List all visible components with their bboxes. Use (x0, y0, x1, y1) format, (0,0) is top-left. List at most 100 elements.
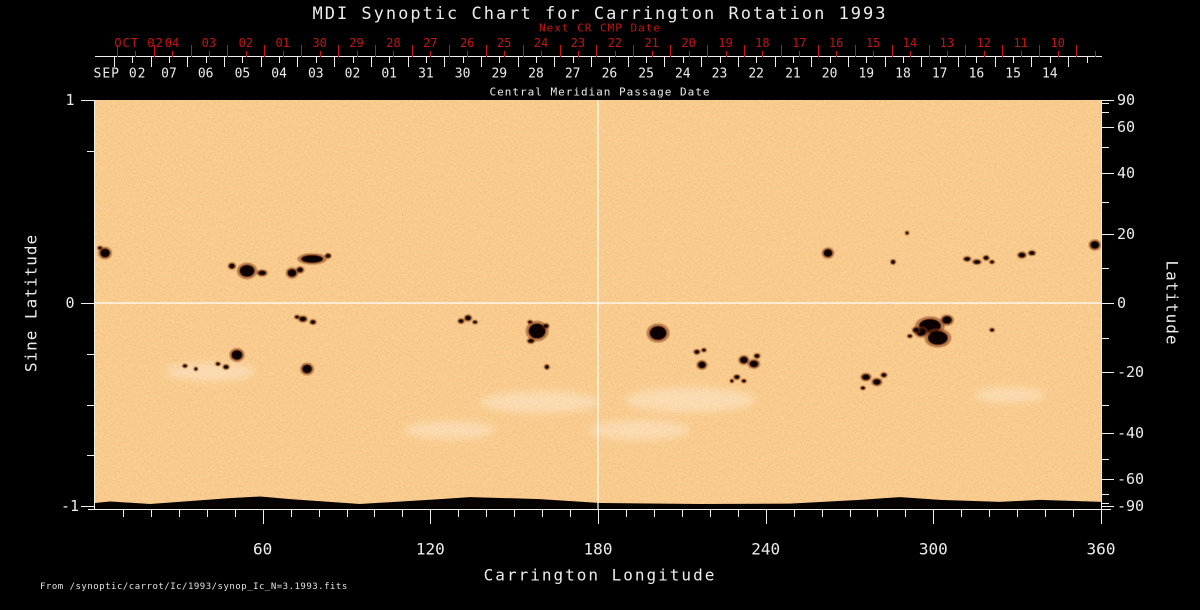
next-cr-minor-tick (688, 51, 690, 57)
south-polar-band (95, 496, 1101, 509)
cmp-minor-tick (719, 57, 721, 63)
next-cr-date-label: 30 (312, 36, 327, 50)
next-cr-major-tick (596, 45, 598, 57)
next-cr-date-label: 02 (238, 36, 254, 50)
latitude-minor-tick (1101, 103, 1109, 105)
longitude-minor-tick (122, 509, 124, 517)
longitude-minor-tick (793, 509, 795, 517)
sunspot-umbra (239, 264, 255, 277)
longitude-minor-tick (625, 509, 627, 517)
cmp-major-tick (334, 57, 336, 67)
cmp-major-tick (774, 57, 776, 67)
cmp-date-label: 29 (491, 66, 508, 82)
latitude-major-tick (1101, 478, 1114, 480)
cmp-minor-tick (976, 57, 978, 63)
latitude-tick-label: 0 (1117, 294, 1127, 312)
longitude-major-tick (765, 509, 767, 524)
longitude-major-tick (598, 509, 599, 524)
sunspot-umbra (927, 330, 948, 345)
longitude-minor-tick (206, 509, 208, 517)
sunspot-umbra (223, 364, 229, 369)
sunspot-umbra (1018, 252, 1026, 258)
next-cr-date-label: 25 (496, 36, 512, 50)
next-cr-minor-tick (983, 51, 985, 57)
cmp-date-label: 02 (344, 66, 361, 82)
next-cr-minor-tick (836, 51, 838, 57)
sunspot-umbra (697, 361, 706, 369)
latitude-tick-label: 40 (1117, 163, 1136, 182)
cmp-minor-tick (499, 57, 501, 63)
latitude-minor-tick (1101, 493, 1109, 495)
longitude-major-tick (933, 509, 935, 524)
longitude-minor-tick (178, 509, 180, 517)
cmp-minor-tick (829, 57, 831, 63)
longitude-tick-label: 120 (415, 539, 445, 559)
cmp-date-label: 18 (895, 66, 911, 82)
latitude-major-tick (1101, 233, 1114, 235)
sunspot-umbra (649, 326, 667, 341)
left-axis-line (94, 100, 95, 509)
cmp-date-label: 19 (858, 66, 875, 82)
sunspot-umbra (891, 259, 896, 264)
next-cr-major-tick (633, 45, 635, 57)
latitude-major-tick (1101, 433, 1114, 435)
cmp-major-tick (260, 57, 262, 67)
sunspot-umbra (325, 253, 331, 258)
next-cr-major-tick (153, 45, 155, 57)
next-cr-minor-tick (762, 51, 764, 57)
longitude-minor-tick (653, 509, 655, 517)
latitude-major-tick (1101, 172, 1114, 174)
cmp-minor-tick (389, 57, 391, 63)
next-cr-minor-tick (725, 51, 727, 57)
latitude-minor-tick (1101, 458, 1109, 460)
sunspot-umbra (182, 364, 187, 368)
facula-patch (625, 387, 756, 413)
sunspot-umbra (701, 348, 706, 352)
next-cr-date-label: 16 (828, 36, 844, 50)
next-cr-minor-tick (1094, 51, 1096, 57)
next-cr-major-tick (670, 45, 672, 57)
latitude-tick-label: -20 (1117, 363, 1145, 382)
sunspot-umbra (730, 379, 734, 383)
cmp-major-tick (958, 57, 960, 67)
next-cr-date-label: 23 (570, 36, 586, 50)
longitude-minor-tick (458, 509, 460, 517)
sine-tick-label: 1 (65, 91, 75, 109)
next-cr-major-tick (817, 45, 819, 57)
synoptic-map (95, 100, 1102, 509)
longitude-minor-tick (318, 509, 320, 517)
cmp-major-tick (1031, 57, 1033, 67)
next-cr-minor-tick (910, 51, 912, 57)
sine-major-tick (81, 100, 95, 101)
cmp-date-label: 07 (161, 66, 177, 82)
cmp-date-label: 21 (785, 66, 801, 82)
sunspot-umbra (100, 248, 111, 258)
cmp-major-tick (517, 57, 519, 67)
longitude-minor-tick (1073, 509, 1075, 517)
cmp-month-anchor: SEP 02 (93, 66, 147, 82)
next-cr-minor-tick (135, 51, 137, 57)
sunspot-umbra (905, 231, 909, 235)
cmp-minor-tick (682, 57, 684, 63)
longitude-minor-tick (681, 509, 683, 517)
facula-patch (404, 421, 495, 440)
cmp-date-axis-title: Central Meridian Passage Date (489, 85, 711, 99)
next-cr-major-tick (928, 45, 930, 57)
cmp-major-tick (480, 57, 482, 67)
next-cr-major-tick (190, 45, 192, 57)
cmp-date-label: 16 (968, 66, 985, 82)
next-cr-major-tick (301, 45, 303, 57)
sunspot-umbra (231, 349, 243, 360)
sunspot-umbra (301, 254, 324, 263)
longitude-minor-tick (905, 509, 907, 517)
sunspot-umbra (749, 360, 759, 368)
cmp-major-tick (297, 57, 299, 67)
next-cr-date-label: 04 (164, 36, 180, 50)
cmp-minor-tick (169, 57, 170, 63)
cmp-minor-tick (352, 57, 354, 63)
latitude-minor-tick (1101, 267, 1109, 269)
cmp-minor-tick (792, 57, 794, 63)
next-cr-date-label: 14 (902, 36, 918, 50)
longitude-minor-tick (877, 509, 879, 517)
next-cr-major-tick (116, 45, 118, 57)
